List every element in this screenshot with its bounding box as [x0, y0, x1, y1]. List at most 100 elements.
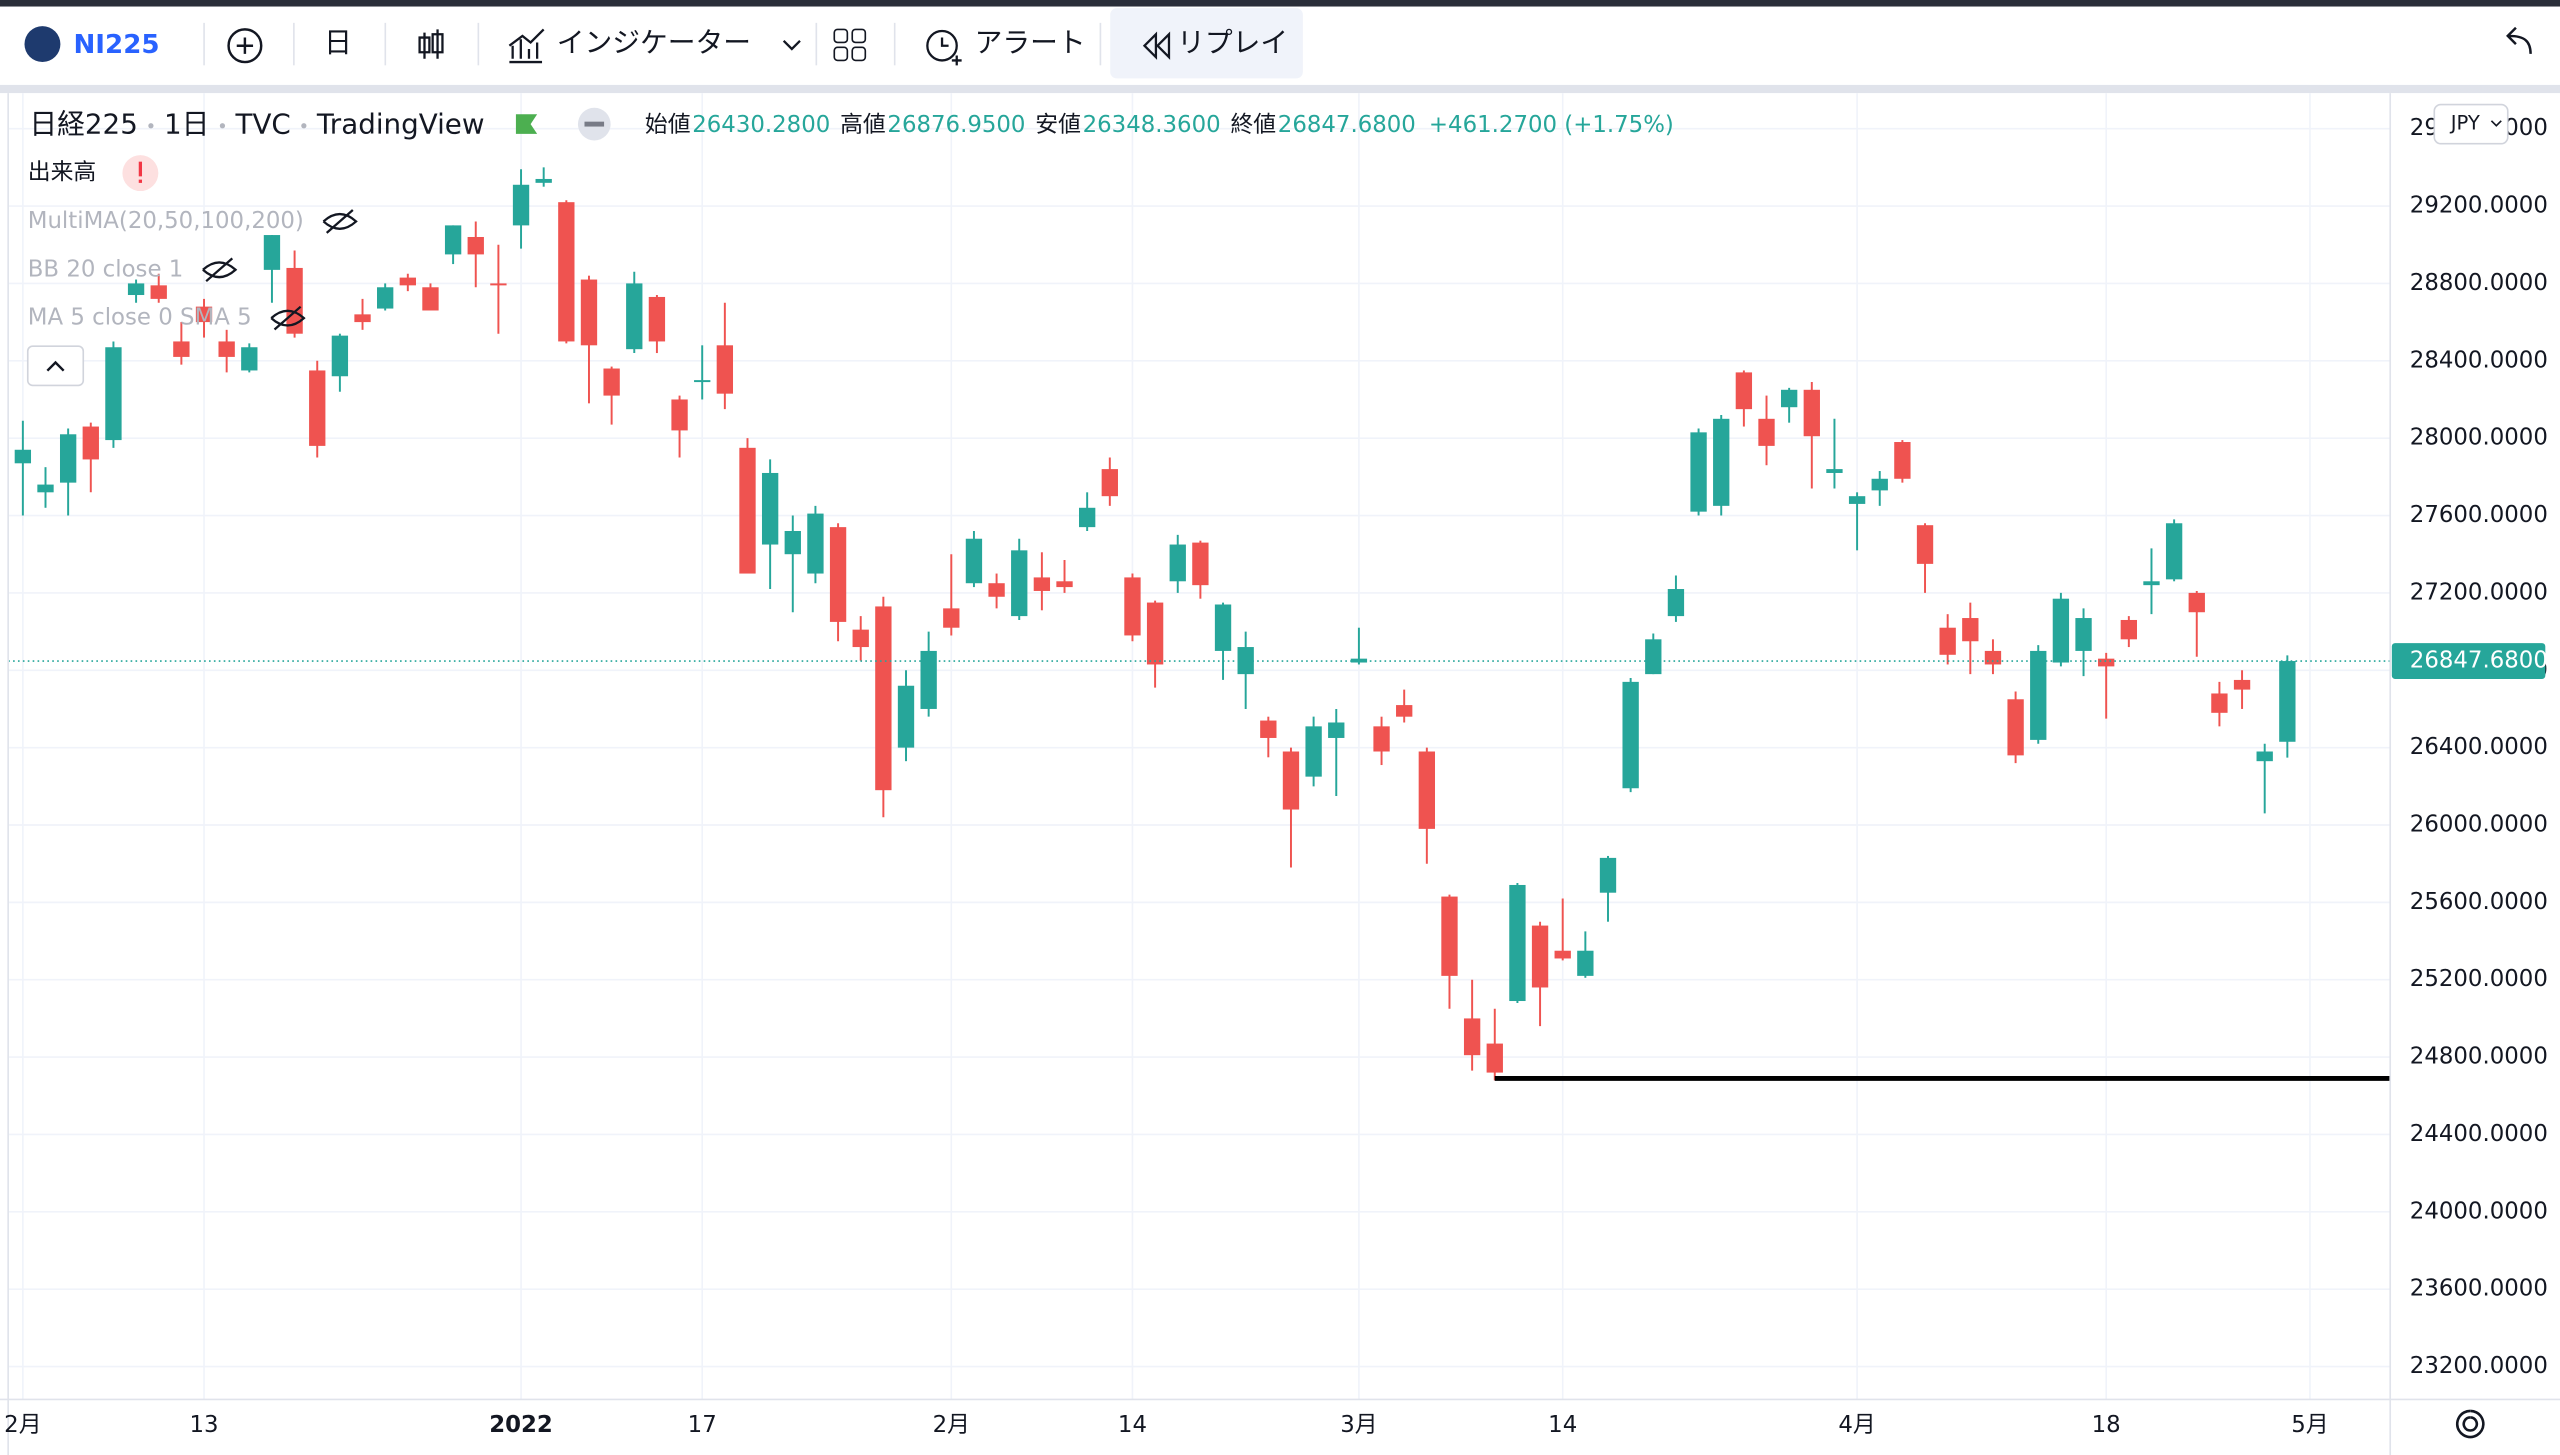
legend-text: 26430.2800 [692, 112, 830, 138]
interval-button[interactable]: 日 [324, 26, 352, 59]
candle-body [354, 314, 371, 323]
candle [218, 329, 235, 373]
icon [418, 29, 444, 59]
candle [490, 244, 507, 334]
candle-body [1124, 577, 1141, 636]
symbol-button[interactable]: NI225 [24, 26, 160, 63]
candle-body [127, 283, 145, 296]
candle-body [263, 235, 281, 270]
x-tick-label: 4月 [1838, 1412, 1875, 1438]
x-tick-label: 2月 [933, 1412, 970, 1438]
indicator-hidden-icon [322, 209, 358, 234]
collapse-button[interactable] [26, 345, 85, 387]
x-tick-label: 3月 [1340, 1412, 1377, 1438]
candle-body [1531, 925, 1549, 988]
candle-body [512, 184, 530, 226]
candle-body [241, 347, 258, 371]
y-tick-label: 25600.0000 [2410, 889, 2548, 915]
indicator-label: MA 5 close 0 SMA 5 [28, 305, 252, 331]
grid [8, 93, 2391, 1400]
y-tick-label: 27200.0000 [2410, 579, 2548, 605]
candle-body [2256, 751, 2273, 762]
candle-body [309, 370, 326, 446]
candle-body [1033, 577, 1051, 591]
candle-body [1463, 1018, 1481, 1056]
candle [1192, 540, 1209, 599]
candle [1486, 1008, 1503, 1081]
alert-button[interactable]: アラート [926, 26, 1086, 66]
chart-type-button[interactable] [418, 29, 444, 59]
currency-caret [2490, 120, 2502, 127]
candle-body [1803, 389, 1820, 437]
replay-label[interactable]: リプレイ [1177, 26, 1288, 59]
candle-body [399, 277, 416, 286]
candle [1328, 708, 1345, 796]
candle [1848, 492, 1866, 551]
candle [1305, 716, 1322, 787]
icon [851, 28, 867, 44]
candle [354, 298, 371, 330]
candle [558, 200, 575, 344]
candle-body [2165, 523, 2183, 580]
currency[interactable]: JPY [2449, 112, 2480, 135]
candle-body [1894, 442, 1911, 479]
candle-body [467, 236, 484, 255]
candle-body [1916, 525, 1934, 564]
candle [331, 333, 349, 392]
candle [1916, 523, 1934, 593]
currency-button[interactable] [2433, 103, 2509, 145]
add-symbol-button[interactable] [227, 28, 263, 64]
candle [1101, 457, 1118, 506]
x-tick-label: 2022 [489, 1412, 553, 1438]
candle-body [173, 341, 190, 357]
candle-body [1984, 650, 2002, 665]
candle [1214, 602, 1232, 680]
indicator-label: 出来高 [28, 160, 97, 186]
candle [920, 631, 937, 717]
candle-body [1282, 751, 1300, 810]
plot [8, 167, 2391, 1081]
legend-text: 始値 [645, 112, 691, 138]
candle-body [2052, 598, 2070, 663]
indicator-warning-mark [138, 161, 143, 177]
candle [1441, 894, 1458, 1009]
x-tick-label: 17 [688, 1412, 717, 1438]
replay-button-bg[interactable] [1110, 8, 1303, 79]
axes: 23200.0000 23600.0000 24000.0000 24400.0000… [4, 115, 2548, 1438]
candle [105, 341, 122, 448]
candle-body [1441, 896, 1458, 976]
candle [1079, 492, 1096, 531]
y-tick-label: 26000.0000 [2410, 812, 2548, 838]
candle-body [1486, 1043, 1503, 1073]
candle [1780, 387, 1798, 423]
x-tick-label: 5月 [2291, 1412, 2328, 1438]
settings-button[interactable] [2455, 1409, 2485, 1439]
indicators-button[interactable]: インジケーター [508, 26, 801, 64]
symbol: NI225 [73, 30, 159, 60]
candle-body [1962, 618, 1979, 642]
candle-body [37, 484, 54, 493]
candle-body [1509, 884, 1526, 1002]
icon [833, 28, 849, 44]
candle [1554, 898, 1571, 961]
candle-body [1871, 478, 1888, 491]
y-tick-label: 28400.0000 [2410, 347, 2548, 373]
x-tick-label: 13 [189, 1412, 218, 1438]
candle [1645, 633, 1662, 675]
undo-button[interactable] [2506, 26, 2532, 54]
alert-label: アラート [975, 26, 1086, 59]
y-tick-label: 23200.0000 [2410, 1353, 2548, 1379]
candle [14, 420, 32, 516]
candle-body [422, 287, 439, 311]
candle [1667, 575, 1685, 622]
overlay: JPY 26847.6800 [2391, 103, 2548, 1439]
candle-body [1011, 550, 1028, 617]
candle-body [218, 341, 235, 357]
candle [626, 271, 643, 354]
candle-body [1350, 658, 1368, 663]
candle [1124, 573, 1141, 642]
candle-body [490, 283, 507, 286]
layout-button[interactable] [833, 28, 867, 62]
candle-body [897, 685, 915, 748]
